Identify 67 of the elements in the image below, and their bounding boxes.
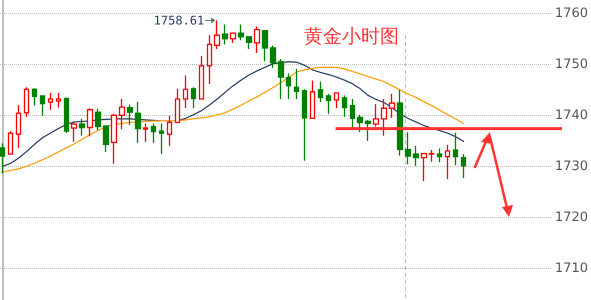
candlestick xyxy=(222,24,228,46)
candlestick xyxy=(436,148,442,163)
candlestick xyxy=(270,44,276,69)
candlestick xyxy=(302,88,308,162)
candlestick xyxy=(70,120,78,142)
y-tick-label: 1740 xyxy=(554,108,588,123)
candlestick xyxy=(142,122,148,142)
candlestick xyxy=(310,80,316,120)
candlestick xyxy=(230,32,236,44)
candlestick xyxy=(460,153,466,179)
candlestick xyxy=(126,104,134,126)
candlestick xyxy=(318,80,324,103)
candlestick xyxy=(16,104,22,149)
candlestick xyxy=(404,131,412,165)
candlestick xyxy=(86,108,94,137)
candlestick xyxy=(118,98,126,130)
candlestick xyxy=(396,89,404,156)
candlestick xyxy=(388,93,396,119)
candlestick xyxy=(94,108,102,131)
candlestick xyxy=(334,92,340,109)
candlestick xyxy=(206,34,212,85)
candlestick xyxy=(214,20,220,50)
candlestick xyxy=(40,95,46,116)
candlestick xyxy=(56,92,62,108)
candlestick xyxy=(166,115,172,147)
candlestick xyxy=(0,142,6,174)
y-tick-label: 1710 xyxy=(554,260,588,276)
candlestick xyxy=(32,88,38,106)
candlestick xyxy=(412,145,420,166)
candlestick xyxy=(198,55,204,100)
candlestick xyxy=(102,125,110,153)
candlestick xyxy=(380,98,388,136)
candlestick xyxy=(238,24,244,41)
candlestick xyxy=(278,58,284,100)
candlestick xyxy=(452,132,458,166)
candlestick xyxy=(190,86,196,109)
candlestick xyxy=(48,92,54,110)
candlestick xyxy=(78,118,86,136)
candlestick xyxy=(110,113,118,164)
text: 黄金小时图 xyxy=(304,26,399,48)
candlestick xyxy=(350,98,356,128)
candlestick xyxy=(342,94,348,118)
y-tick-label: 1720 xyxy=(554,210,588,225)
candlestick xyxy=(158,122,164,155)
candlestick xyxy=(174,88,180,124)
candlestick xyxy=(254,26,260,54)
candlestick xyxy=(246,36,252,50)
candlestick xyxy=(294,68,300,100)
candlestick xyxy=(64,96,70,134)
candlestick xyxy=(428,149,434,162)
candlestick xyxy=(8,130,14,155)
candlestick xyxy=(420,152,428,182)
y-tick-label: 1730 xyxy=(554,158,588,174)
candlestick xyxy=(134,101,142,144)
candlestick xyxy=(372,103,380,128)
annotation: 1758.61 xyxy=(154,13,204,28)
candlestick xyxy=(262,30,268,62)
candlestick xyxy=(24,86,30,118)
candlestick xyxy=(182,74,188,109)
candlestick xyxy=(150,122,156,144)
candlestick xyxy=(356,114,364,133)
candlestick xyxy=(444,144,450,180)
candlestick xyxy=(326,93,332,114)
candlestick xyxy=(364,119,372,142)
y-tick-label: 1760 xyxy=(554,6,588,21)
candlestick xyxy=(286,72,292,100)
y-tick-label: 1750 xyxy=(554,56,588,72)
